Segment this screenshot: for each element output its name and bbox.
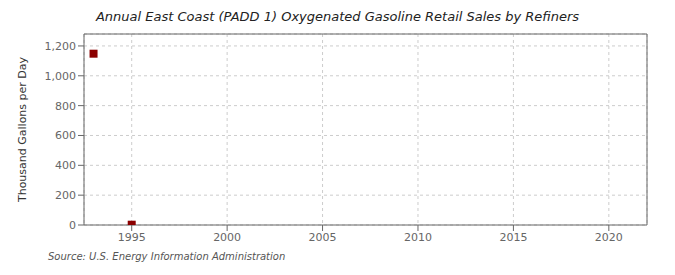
svg-text:Thousand Gallons per Day: Thousand Gallons per Day <box>16 56 29 203</box>
svg-text:1,200: 1,200 <box>45 40 77 53</box>
svg-text:2015: 2015 <box>499 231 527 244</box>
svg-text:2010: 2010 <box>404 231 432 244</box>
svg-text:1995: 1995 <box>118 231 146 244</box>
svg-text:0: 0 <box>69 219 76 232</box>
html-text:Source: U.S. Energy Informatio: Source: U.S. Energy Information Administ… <box>48 251 286 262</box>
svg-text:2005: 2005 <box>309 231 337 244</box>
svg-text:2000: 2000 <box>213 231 241 244</box>
svg-text:2020: 2020 <box>595 231 623 244</box>
svg-text:400: 400 <box>55 159 76 172</box>
svg-text:800: 800 <box>55 100 76 113</box>
svg-text:200: 200 <box>55 189 76 202</box>
svg-text:1,000: 1,000 <box>45 70 77 83</box>
html-text:Annual East Coast (PADD 1) Oxy: Annual East Coast (PADD 1) Oxygenated Ga… <box>95 9 580 24</box>
svg-text:600: 600 <box>55 129 76 142</box>
